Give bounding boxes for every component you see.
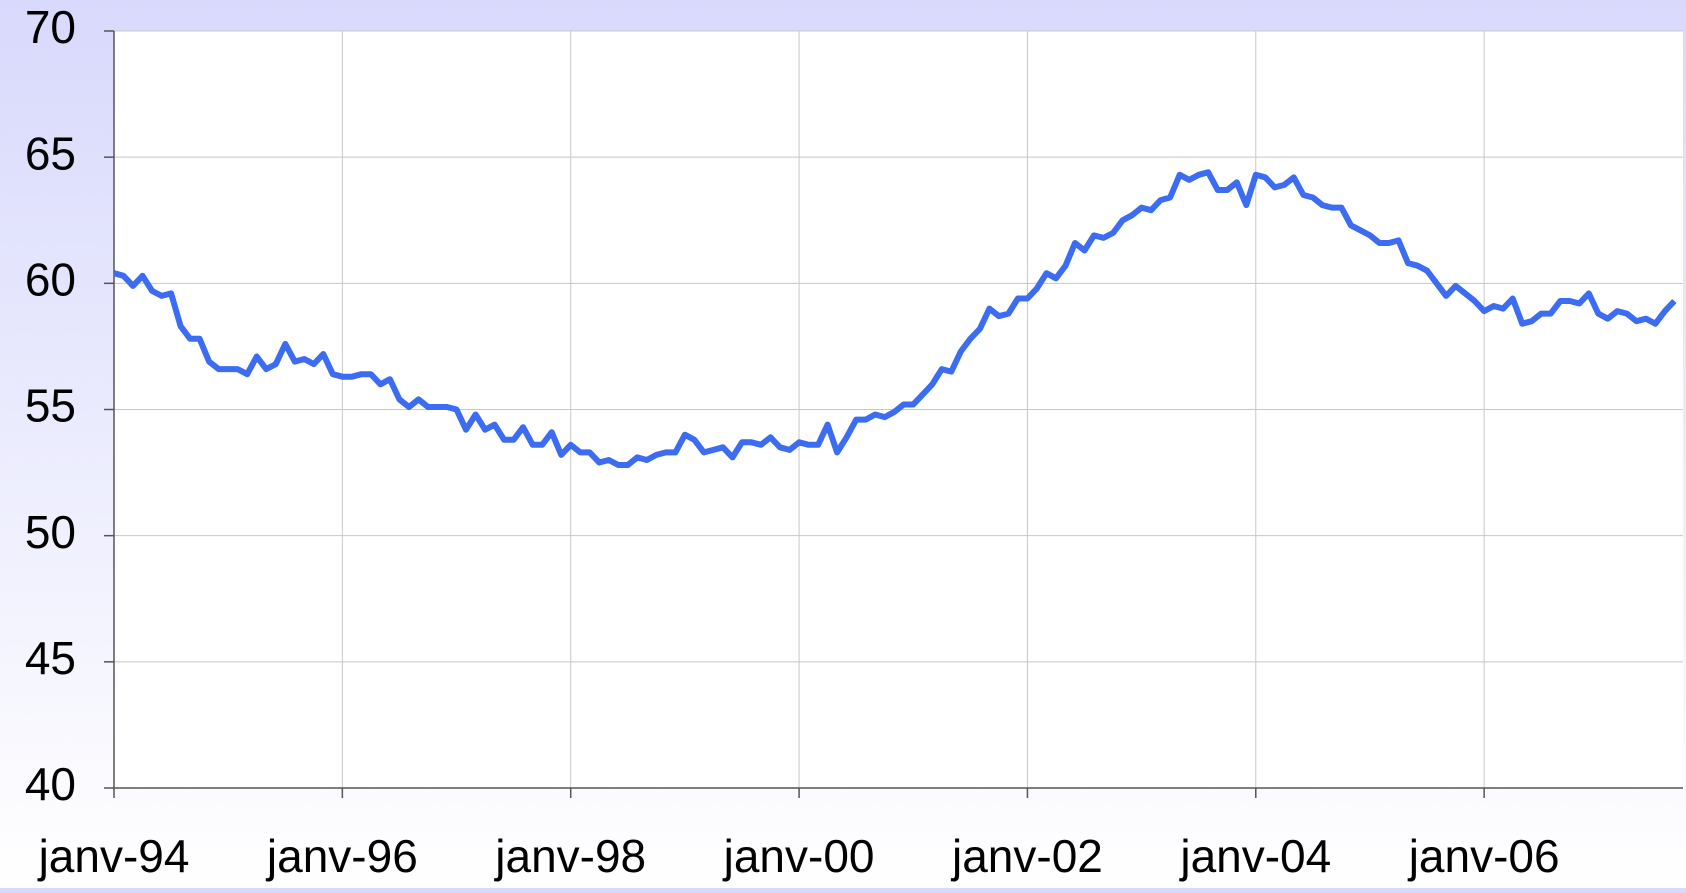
y-tick-label: 55 — [25, 380, 76, 432]
y-tick-label: 40 — [25, 758, 76, 810]
y-tick-label: 50 — [25, 506, 76, 558]
x-tick-label: janv-94 — [37, 830, 190, 882]
series-line — [113, 169, 1677, 468]
x-tick-label: janv-06 — [1407, 830, 1560, 882]
y-tick-label: 65 — [25, 127, 76, 179]
y-tick-label: 60 — [25, 253, 76, 305]
x-tick-label: janv-96 — [265, 830, 418, 882]
x-tick-label: janv-02 — [950, 830, 1103, 882]
x-tick-label: janv-98 — [493, 830, 646, 882]
x-tick-label: janv-04 — [1178, 830, 1331, 882]
y-tick-label: 45 — [25, 632, 76, 684]
x-tick-label: janv-00 — [722, 830, 875, 882]
y-tick-label: 70 — [25, 1, 76, 53]
